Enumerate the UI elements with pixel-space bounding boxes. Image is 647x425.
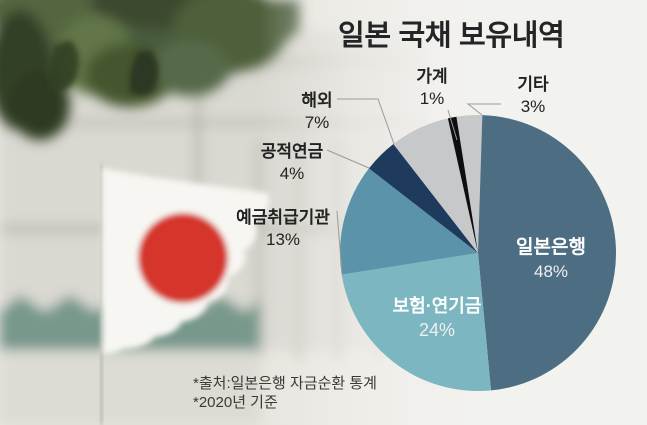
svg-text:3%: 3% <box>521 97 546 116</box>
svg-text:48%: 48% <box>534 262 568 281</box>
svg-text:공적연금: 공적연금 <box>261 142 324 161</box>
svg-text:예금취급기관: 예금취급기관 <box>236 207 330 227</box>
svg-text:24%: 24% <box>419 320 455 340</box>
svg-text:4%: 4% <box>280 164 305 183</box>
svg-text:일본은행: 일본은행 <box>516 236 586 258</box>
svg-text:7%: 7% <box>305 113 330 132</box>
svg-text:가계: 가계 <box>416 67 447 86</box>
svg-text:보험·연기금: 보험·연기금 <box>393 295 482 316</box>
svg-text:기타: 기타 <box>517 75 549 94</box>
svg-text:해외: 해외 <box>301 91 332 110</box>
svg-text:1%: 1% <box>420 89 445 108</box>
svg-text:13%: 13% <box>266 230 300 249</box>
